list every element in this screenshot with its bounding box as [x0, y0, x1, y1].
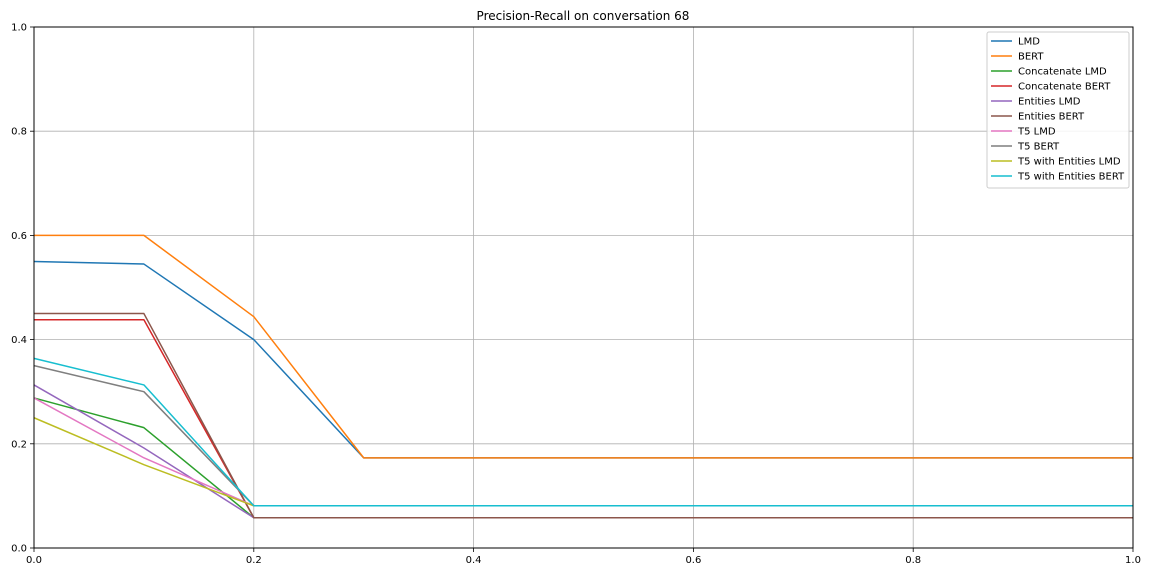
y-tick-label: 0.2: [11, 439, 27, 450]
x-tick-label: 0.6: [685, 555, 701, 566]
legend-label: Entities LMD: [1018, 97, 1081, 108]
x-tick-label: 0.8: [905, 555, 921, 566]
x-tick-label: 0.2: [246, 555, 262, 566]
axis-ticks: 0.0 0.2 0.4 0.6 0.8 1.0 0.0 0.2 0.4 0.6 0.8 1.0: [11, 23, 1141, 567]
legend-label: Entities BERT: [1018, 112, 1085, 123]
legend-label: T5 BERT: [1017, 142, 1060, 153]
legend-label: T5 with Entities BERT: [1017, 172, 1125, 183]
legend: LMD BERT Concatenate LMD Concatenate BERT En…: [986, 31, 1130, 189]
series-line-entities-bert: [34, 312, 1133, 519]
grid-lines: [34, 27, 1133, 548]
legend-label: Concatenate BERT: [1018, 82, 1111, 93]
legend-label: LMD: [1018, 37, 1040, 48]
x-tick-label: 1.0: [1125, 555, 1141, 566]
legend-label: Concatenate LMD: [1018, 67, 1107, 78]
legend-box: [986, 31, 1130, 189]
legend-label: BERT: [1018, 52, 1044, 63]
y-tick-label: 0.6: [11, 231, 27, 242]
y-tick-label: 0.4: [11, 335, 27, 346]
series-line-bert: [34, 234, 1133, 459]
y-tick-label: 0.0: [11, 544, 27, 555]
axes-frame: [33, 26, 1134, 549]
y-tick-label: 0.8: [11, 127, 27, 138]
y-tick-label: 1.0: [11, 23, 27, 34]
series-line-t5-with-entities-bert: [33, 357, 1133, 507]
x-tick-label: 0.4: [466, 555, 482, 566]
x-tick-label: 0.0: [26, 555, 42, 566]
legend-label: T5 LMD: [1017, 127, 1056, 138]
legend-label: T5 with Entities LMD: [1017, 157, 1121, 168]
series-lines: [33, 234, 1133, 519]
chart-title: Precision-Recall on conversation 68: [477, 9, 690, 23]
